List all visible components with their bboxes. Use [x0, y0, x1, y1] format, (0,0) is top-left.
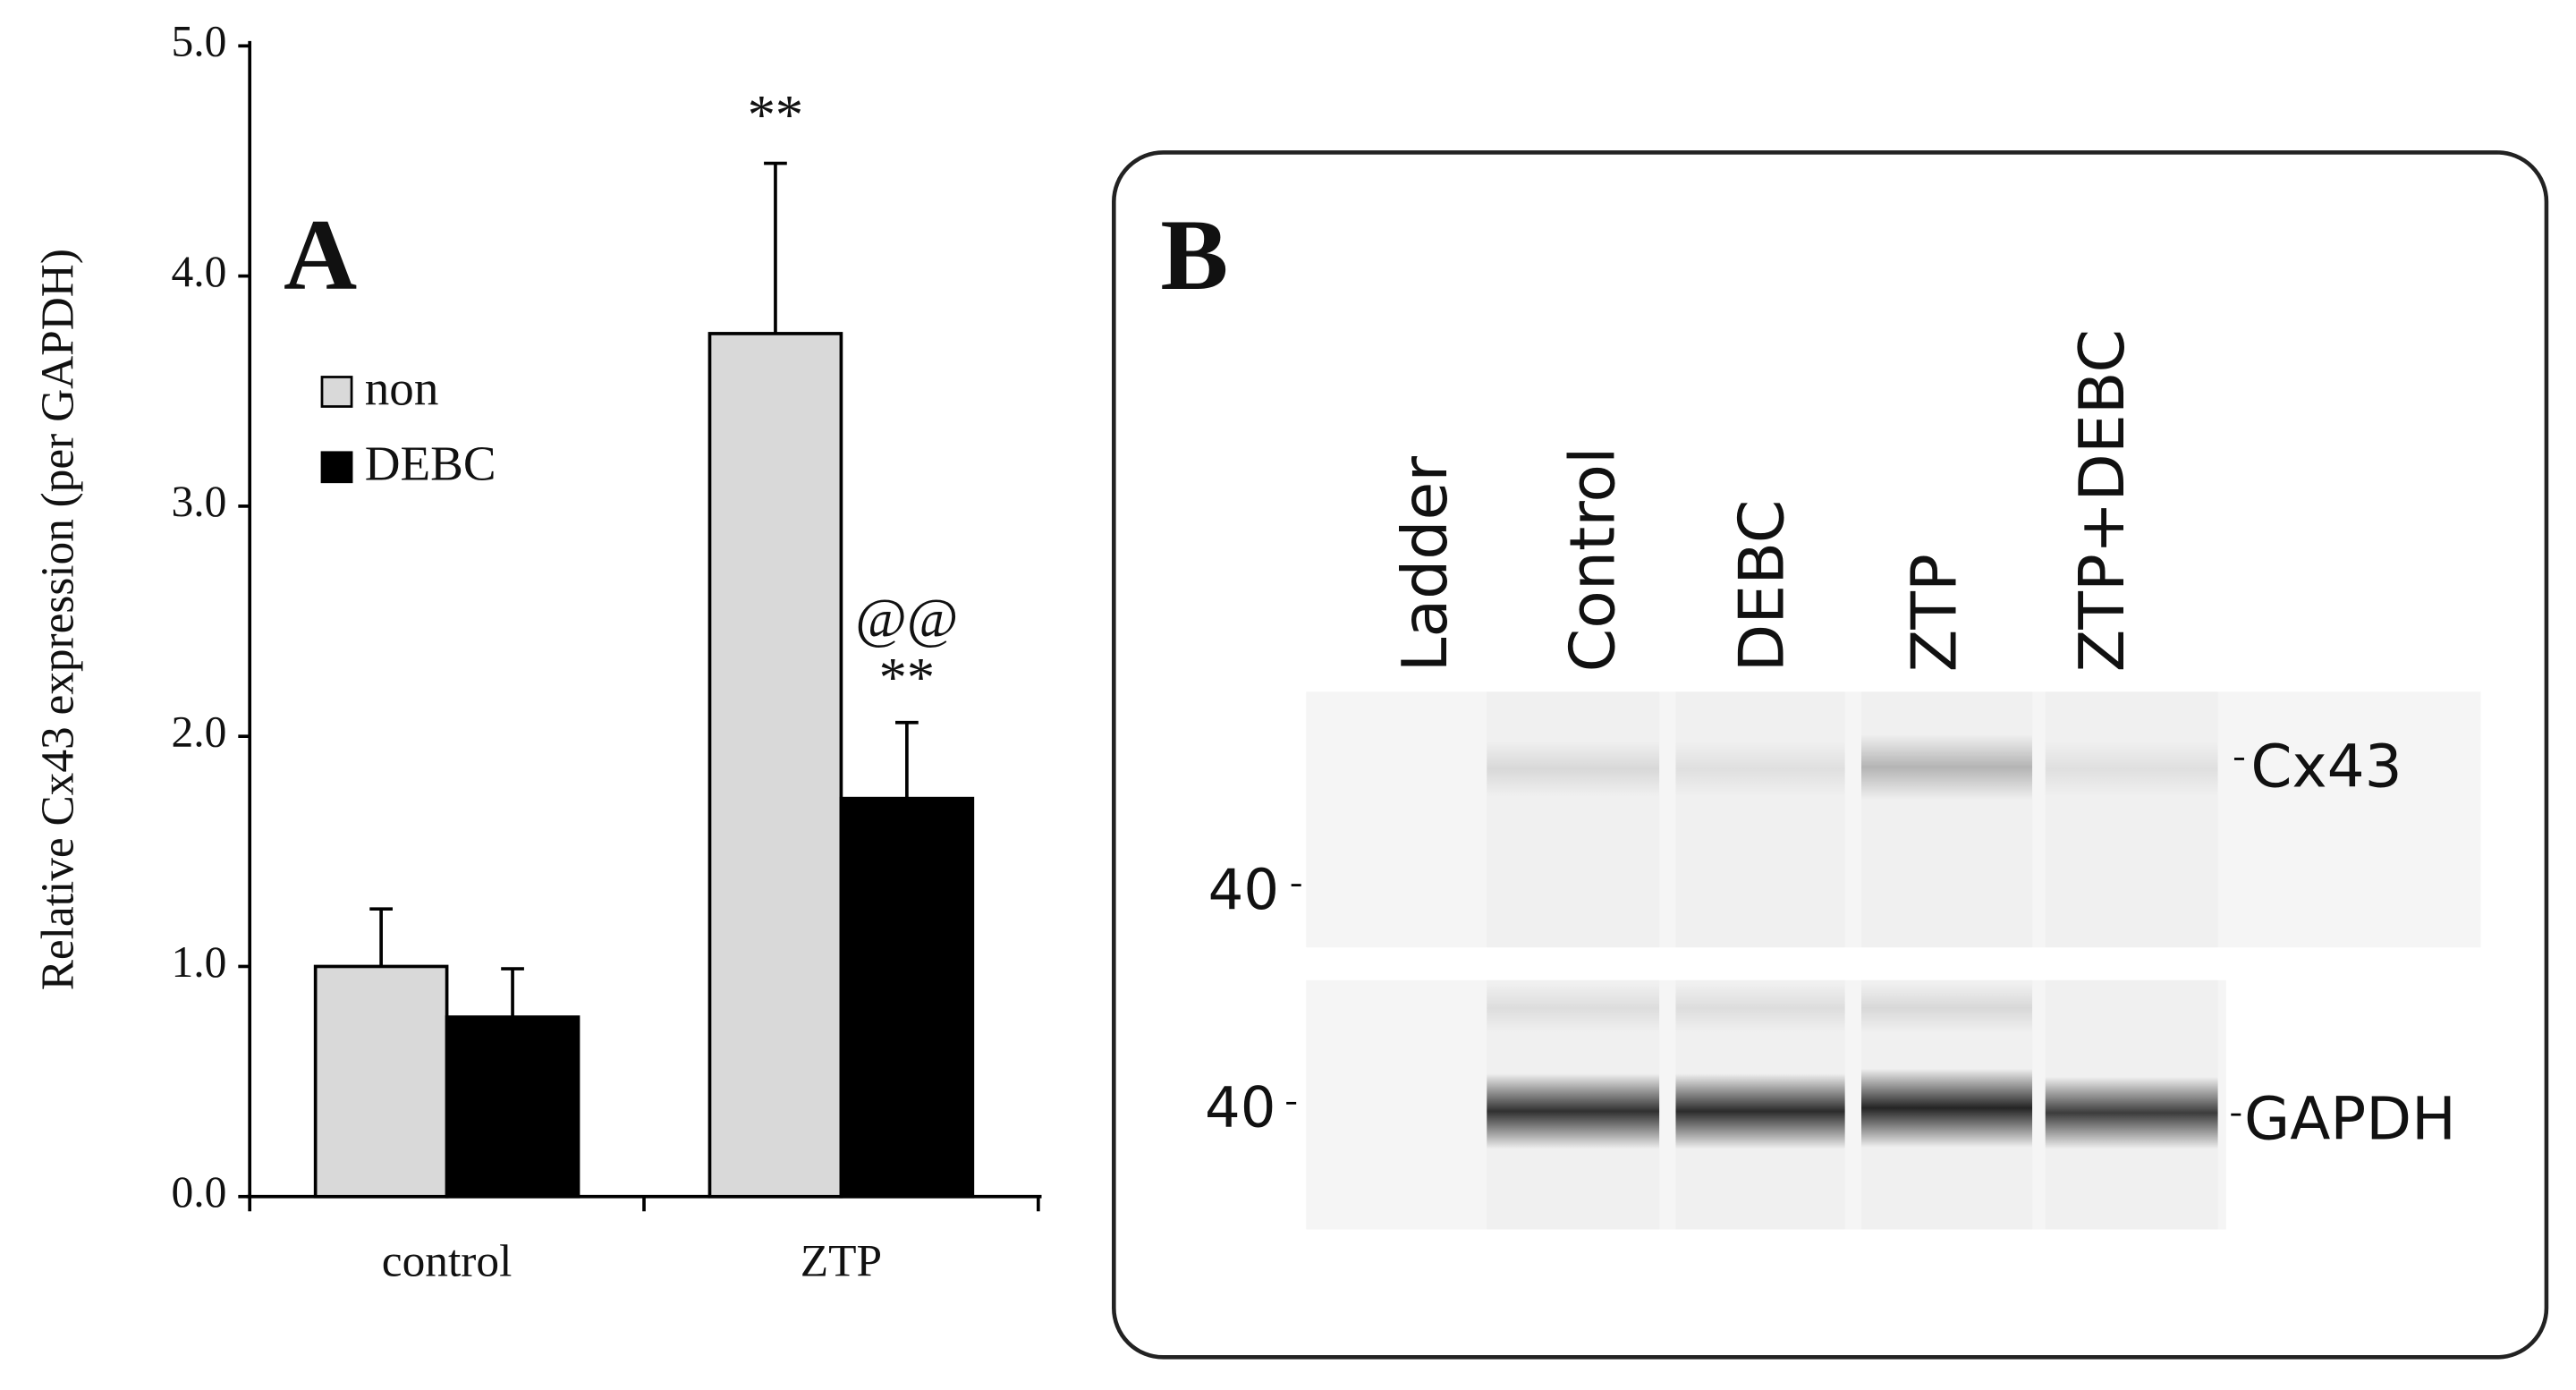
legend-label: DEBC	[365, 436, 496, 491]
marker-label: 40	[1205, 1075, 1275, 1140]
protein-label: Cx43	[2250, 732, 2402, 801]
lane-label: ZTP	[1898, 554, 1970, 672]
legend-swatch	[320, 451, 353, 484]
lane-label: ZTP+DEBC	[2066, 329, 2139, 672]
lane-label: Ladder	[1389, 456, 1462, 673]
annotation: **	[748, 84, 803, 146]
legend-swatch	[320, 376, 353, 408]
y-tick-label: 4.0	[171, 247, 226, 296]
lane-label: Control	[1556, 447, 1629, 673]
lane-labels: Ladder Control DEBC ZTP ZTP+DEBC	[1389, 329, 2139, 672]
protein-label: GAPDH	[2244, 1084, 2456, 1153]
bar	[313, 964, 449, 1199]
panel-label: B	[1160, 199, 1228, 311]
y-tick-label: 5.0	[171, 17, 226, 66]
bar	[839, 796, 975, 1199]
y-tick-label: 3.0	[171, 477, 226, 526]
legend-label: non	[365, 360, 439, 415]
bar	[445, 1015, 580, 1199]
bands	[1487, 733, 2218, 1149]
panel-label: A	[284, 199, 357, 311]
y-tick-label: 0.0	[171, 1167, 226, 1216]
x-tick-label: control	[382, 1236, 513, 1287]
marker-label: 40	[1208, 857, 1279, 922]
y-tick-label: 2.0	[171, 708, 226, 757]
x-tick-label: ZTP	[801, 1236, 882, 1287]
panel-b: B Ladder Control DEBC ZTP ZTP+DEBC 40 40	[1112, 150, 2549, 1360]
y-axis-label: Relative Cx43 expression (per GAPDH)	[33, 249, 84, 990]
bar	[708, 332, 843, 1199]
annotation: **	[879, 647, 935, 708]
y-tick-label: 1.0	[171, 937, 226, 987]
annotation: @@	[855, 588, 958, 649]
lane-label: DEBC	[1725, 500, 1798, 673]
panel-a: A Relative Cx43 expression (per GAPDH) 0…	[33, 17, 1042, 1287]
